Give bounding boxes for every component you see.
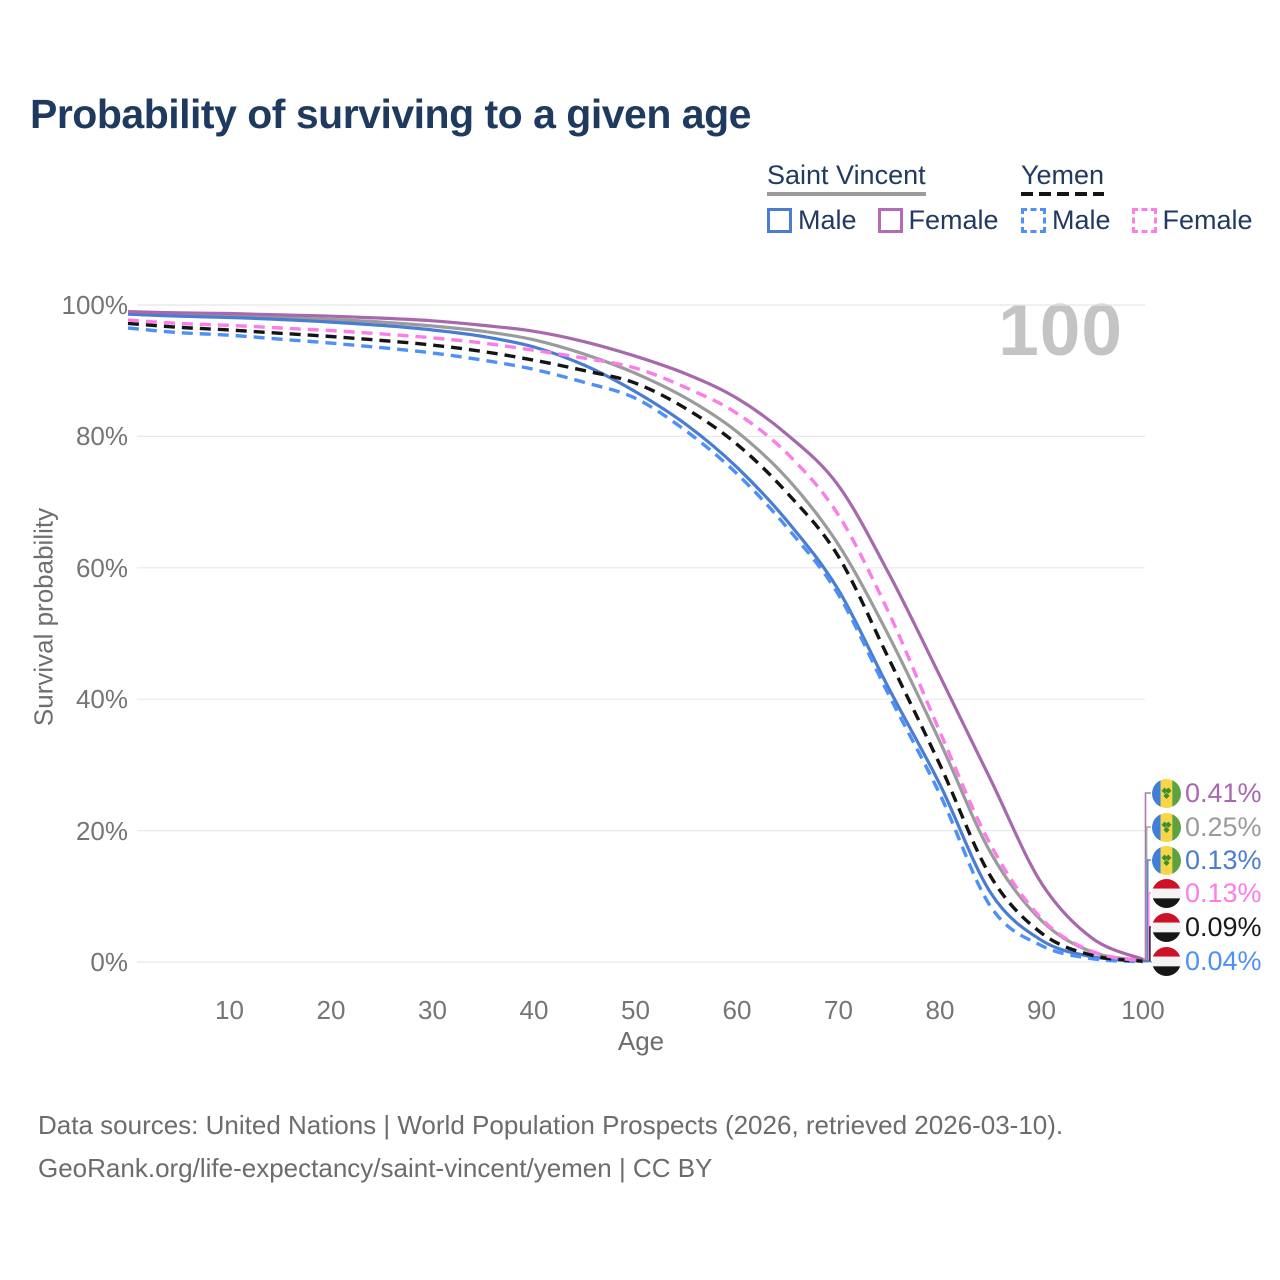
end-label-value: 0.41% [1185,777,1262,808]
legend-underline-saint-vincent [767,192,926,196]
footer-attribution-link: GeoRank.org/life-expectancy/saint-vincen… [38,1153,713,1183]
page-title: Probability of surviving to a given age [30,91,751,137]
curve-sv-male [127,312,1144,963]
legend-underline-yemen [1021,192,1105,196]
end-label-ye-female: 0.13% [1152,878,1262,908]
legend-swatch-saint-vincent-female[interactable] [877,208,903,233]
legend-label-saint-vincent-female: Female [908,205,999,235]
legend-item-saint-vincent-male[interactable]: Male [767,205,857,236]
end-label-value: 0.04% [1185,945,1262,976]
legend-swatch-saint-vincent-male[interactable] [767,208,792,233]
saint-vincent-flag-icon [1152,812,1181,842]
yemen-flag-icon [1152,878,1181,908]
legend-group-saint-vincent: Saint Vincent Male Female [767,161,999,236]
y-tick-100%: 100% [61,290,129,320]
curve-ye-both [127,321,1144,964]
legend-title-saint-vincent[interactable]: Saint Vincent [767,160,926,190]
legend-title-yemen[interactable]: Yemen [1021,160,1105,190]
legend-item-yemen-male[interactable]: Male [1021,205,1111,236]
yemen-flag-icon [1152,946,1181,976]
y-tick-20%: 20% [75,815,128,846]
legend-swatch-yemen-female[interactable] [1131,208,1157,233]
end-label-connector-sv-female [1143,792,1151,961]
curve-ye-male [127,326,1144,964]
age-100-watermark: 100 [998,290,1123,371]
yemen-flag-icon [1152,912,1181,942]
curve-ye-female [127,318,1144,963]
yemen-flag-icon [1152,878,1181,908]
x-axis-title: Age [617,1026,665,1056]
x-tick-40: 40 [519,995,549,1025]
end-label-value: 0.09% [1185,911,1262,942]
x-tick-50: 50 [621,995,650,1025]
end-label-sv-female: 0.41% [1152,778,1262,808]
x-tick-80: 80 [925,995,955,1025]
yemen-flag-icon [1152,912,1181,942]
x-tick-70: 70 [824,995,853,1025]
end-label-value: 0.13% [1185,877,1262,908]
legend-item-saint-vincent-female[interactable]: Female [877,205,999,236]
x-tick-100: 100 [1121,995,1165,1025]
legend-swatch-yemen-male[interactable] [1021,208,1046,233]
saint-vincent-flag-icon [1152,845,1181,875]
end-label-value: 0.13% [1185,844,1262,875]
y-tick-80%: 80% [75,421,128,452]
curve-sv-female [127,310,1144,961]
footer-data-sources: Data sources: United Nations | World Pop… [38,1110,1064,1140]
saint-vincent-flag-icon [1152,778,1181,808]
saint-vincent-flag-icon [1152,812,1181,842]
legend-label-yemen-male: Male [1052,205,1111,235]
legend-item-yemen-female[interactable]: Female [1131,205,1253,236]
x-tick-20: 20 [316,995,346,1025]
end-label-ye-male: 0.04% [1152,946,1262,976]
x-tick-60: 60 [722,995,752,1025]
legend-label-yemen-female: Female [1162,205,1253,235]
end-label-sv-male: 0.13% [1152,845,1262,875]
x-tick-30: 30 [418,995,447,1025]
end-label-connector-ye-male [1143,960,1152,963]
end-label-ye-both: 0.09% [1152,912,1262,942]
yemen-flag-icon [1152,946,1181,976]
y-tick-40%: 40% [75,684,128,715]
footer: Data sources: United Nations | World Pop… [38,1104,1063,1190]
y-tick-60%: 60% [75,552,128,583]
y-tick-0%: 0% [90,947,128,977]
x-tick-90: 90 [1027,995,1056,1025]
end-label-value: 0.25% [1185,811,1262,842]
saint-vincent-flag-icon [1152,778,1181,808]
end-label-sv-both: 0.25% [1152,812,1262,842]
x-tick-10: 10 [215,995,244,1025]
legend-label-saint-vincent-male: Male [798,205,857,235]
curve-sv-both [127,311,1144,962]
saint-vincent-flag-icon [1152,845,1181,875]
legend-group-yemen: Yemen Male Female [1021,161,1253,236]
